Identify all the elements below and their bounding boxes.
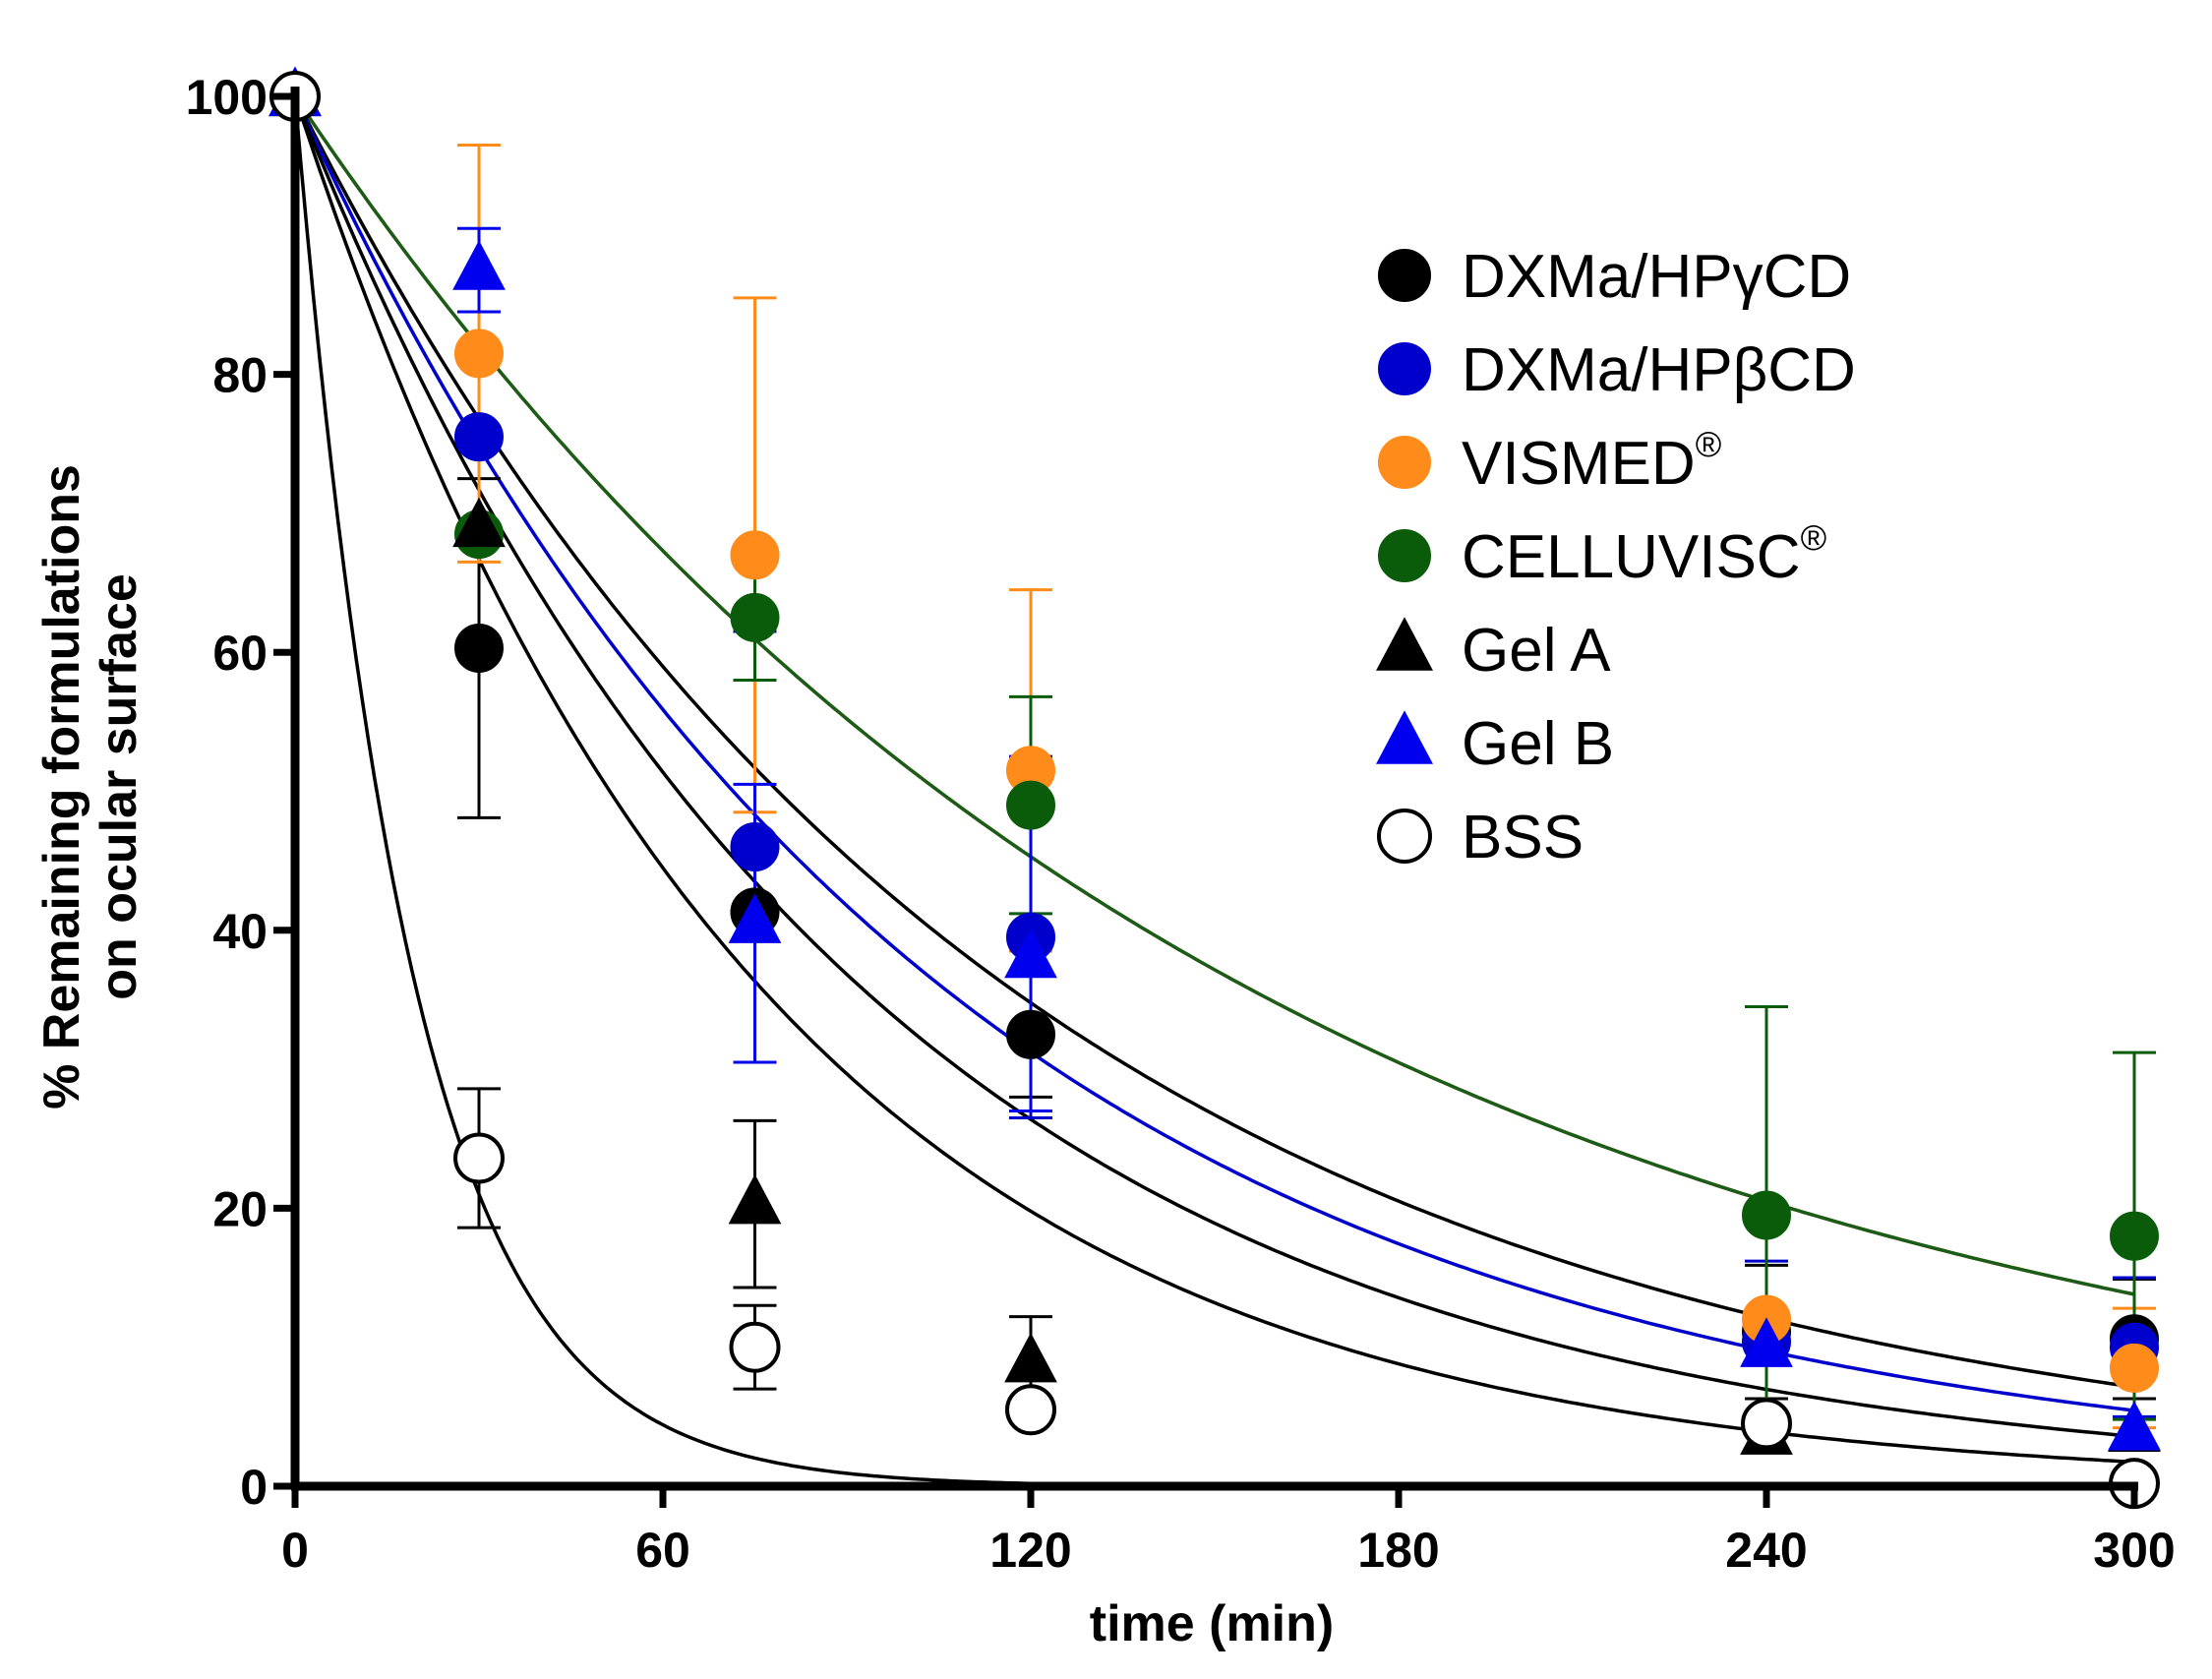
- fit-curve-0: [293, 95, 2135, 1389]
- marker-6-3: [1005, 1384, 1056, 1436]
- tick-labels: 0 60 120 180 240 300 0 20 40 60 80 100: [186, 70, 2176, 1578]
- marker-5-5: [2108, 1401, 2161, 1451]
- fit-curve-4: [293, 95, 2135, 1439]
- legend-marker-5: [1376, 710, 1433, 764]
- legend-marker-2: [1378, 436, 1431, 489]
- legend-marker-1: [1378, 342, 1431, 395]
- marker-5-4: [1740, 1317, 1793, 1367]
- marker-2-2: [730, 530, 780, 580]
- y-tick-label-3: 60: [212, 626, 268, 681]
- legend-label-6: BSS: [1462, 804, 1584, 871]
- marker-5-3: [1004, 928, 1057, 979]
- legend: DXMa/HPγCD DXMa/HPβCD VISMED® CELLUVISC® Gel…: [1376, 243, 1856, 871]
- legend-label-0: DXMa/HPγCD: [1462, 243, 1851, 311]
- y-tick-label-4: 80: [212, 348, 268, 403]
- error-bars: [457, 143, 2156, 1430]
- marker-1-1: [454, 412, 504, 462]
- legend-label-3: CELLUVISC®: [1462, 517, 1826, 591]
- fit-curves: [293, 95, 2135, 1488]
- legend-marker-3: [1378, 529, 1431, 582]
- marker-5-1: [452, 240, 506, 290]
- marker-6-1: [453, 1132, 505, 1184]
- marker-3-3: [1006, 780, 1055, 830]
- marker-0-1: [454, 623, 504, 673]
- marker-2-5: [2110, 1343, 2159, 1393]
- marker-6-4: [1741, 1398, 1792, 1450]
- legend-marker-6: [1377, 809, 1432, 864]
- marker-3-5: [2110, 1211, 2159, 1261]
- x-tick-label-3: 180: [1357, 1523, 1439, 1578]
- fit-curve-3: [293, 95, 2135, 1296]
- marker-4-3: [1004, 1332, 1057, 1383]
- legend-label-1: DXMa/HPβCD: [1462, 336, 1856, 404]
- y-axis-title-line1: % Remaining formulations: [33, 464, 90, 1109]
- marker-6-2: [729, 1321, 781, 1373]
- legend-label-2: VISMED®: [1462, 424, 1721, 498]
- x-tick-label-2: 120: [989, 1523, 1071, 1578]
- y-tick-label-2: 40: [212, 904, 268, 959]
- x-axis-title: time (min): [1090, 1595, 1334, 1652]
- legend-label-5: Gel B: [1462, 710, 1614, 778]
- y-tick-label-1: 20: [212, 1181, 268, 1236]
- y-axis-title: % Remaining formulations on ocular surfa…: [33, 464, 148, 1109]
- y-axis-title-line2: on ocular surface: [90, 573, 148, 999]
- x-tick-label-0: 0: [281, 1523, 309, 1578]
- legend-label-4: Gel A: [1462, 617, 1611, 685]
- y-tick-label-5: 100: [186, 70, 268, 125]
- legend-marker-0: [1378, 249, 1431, 302]
- marker-2-1: [454, 329, 504, 379]
- marker-4-2: [728, 1173, 782, 1225]
- fit-curve-6: [293, 95, 2134, 1488]
- y-tick-label-0: 0: [240, 1460, 268, 1515]
- marker-4-1: [452, 497, 506, 548]
- x-tick-label-5: 300: [2093, 1523, 2175, 1578]
- fit-curve-1: [293, 95, 2135, 1412]
- x-tick-label-1: 60: [635, 1523, 690, 1578]
- x-tick-label-4: 240: [1725, 1523, 1807, 1578]
- axes: [273, 87, 2138, 1508]
- marker-3-2: [730, 592, 780, 642]
- data-markers: [269, 66, 2161, 1510]
- legend-marker-4: [1376, 617, 1433, 671]
- marker-1-2: [730, 822, 780, 872]
- marker-5-2: [728, 893, 782, 943]
- marker-0-3: [1006, 1009, 1055, 1059]
- marker-3-4: [1742, 1190, 1791, 1240]
- fit-curve-5: [293, 95, 2135, 1465]
